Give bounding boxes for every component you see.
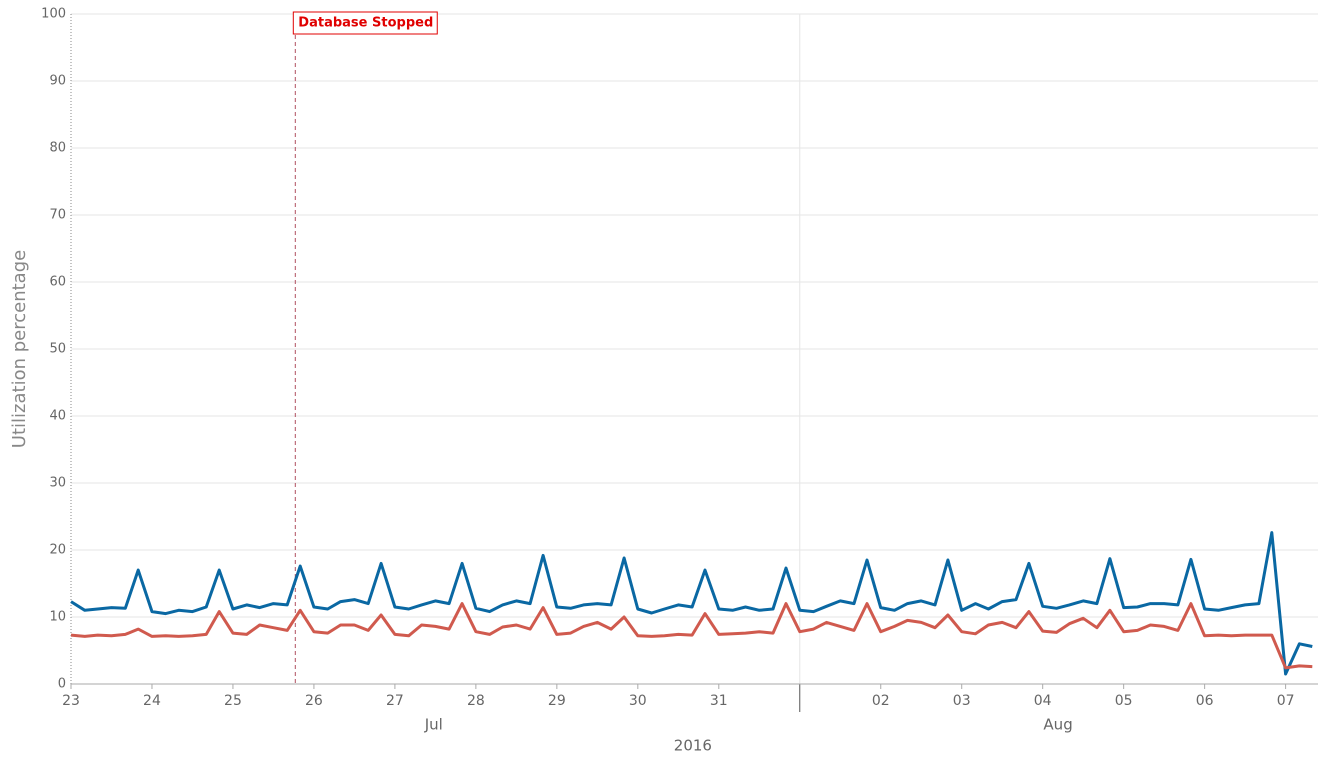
series-line [70, 602, 1313, 670]
x-tick-label: 04 [1034, 693, 1052, 709]
x-tick-label: 30 [629, 693, 647, 709]
x-tick-label: 29 [548, 693, 566, 709]
x-tick-label: 02 [872, 693, 890, 709]
y-tick-label: 60 [49, 275, 66, 290]
y-tick-label: 10 [49, 610, 66, 625]
y-tick-label: 50 [49, 342, 66, 357]
y-tick-label: 30 [49, 476, 66, 491]
x-tick-label: 23 [62, 693, 80, 709]
x-tick-label: 07 [1277, 693, 1295, 709]
year-label: 2016 [674, 737, 712, 755]
month-label: Aug [1043, 716, 1072, 734]
y-axis-label: Utilization percentage [9, 250, 30, 448]
x-tick-label: 27 [386, 693, 404, 709]
x-tick-label: 06 [1196, 693, 1214, 709]
month-label: Jul [424, 716, 443, 734]
annotation-box [292, 11, 438, 35]
y-tick-label: 100 [41, 7, 66, 22]
y-tick-label: 40 [49, 409, 66, 424]
x-tick-label: 05 [1115, 693, 1133, 709]
y-tick-label: 0 [58, 677, 66, 692]
series-line [70, 531, 1313, 676]
y-tick-label: 70 [49, 208, 66, 223]
y-tick-label: 20 [49, 543, 66, 558]
x-tick-label: 28 [467, 693, 485, 709]
x-tick-label: 25 [224, 693, 242, 709]
x-tick-label: 26 [305, 693, 323, 709]
y-tick-label: 90 [49, 74, 66, 89]
x-tick-label: 03 [953, 693, 971, 709]
x-tick-label: 31 [710, 693, 728, 709]
y-tick-label: 80 [49, 141, 66, 156]
x-tick-label: 24 [143, 693, 161, 709]
annotation-label: Database Stopped [298, 16, 433, 31]
